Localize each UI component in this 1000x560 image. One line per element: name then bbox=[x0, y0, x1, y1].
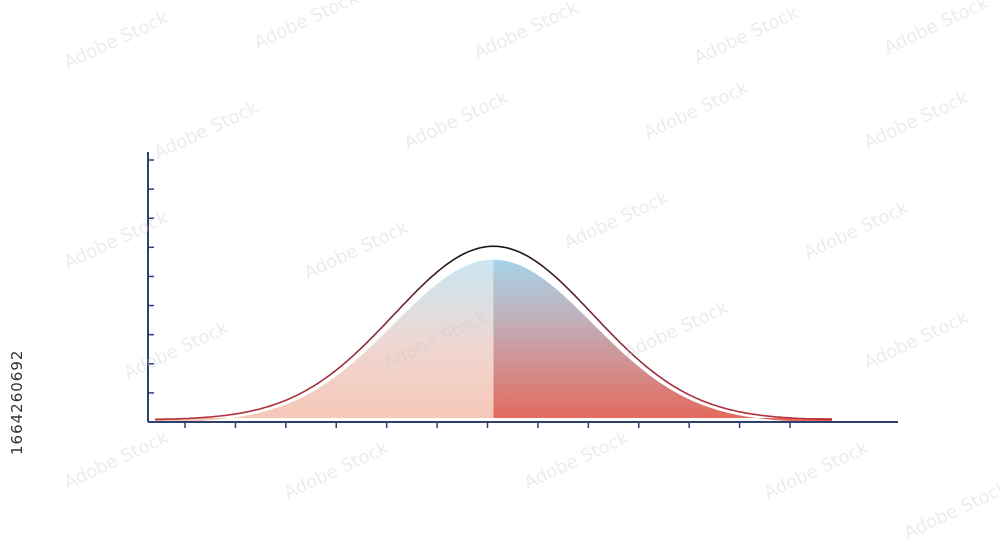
distribution-area bbox=[155, 259, 832, 423]
image-id-label: 1664260692 bbox=[8, 349, 26, 455]
area-left-half bbox=[155, 259, 494, 423]
distribution-outline bbox=[154, 245, 833, 421]
area-right-half bbox=[493, 259, 832, 423]
chart-axes bbox=[147, 152, 898, 428]
